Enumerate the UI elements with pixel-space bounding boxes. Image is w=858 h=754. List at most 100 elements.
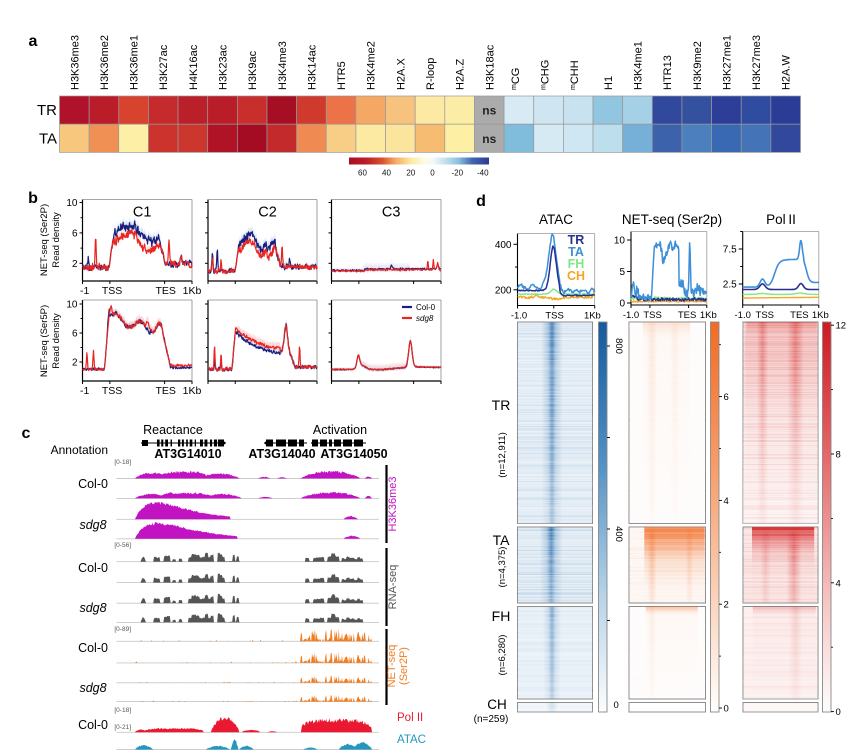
svg-text:(Ser2P): (Ser2P)	[398, 647, 410, 685]
svg-text:TSS: TSS	[756, 310, 774, 321]
svg-text:TES: TES	[678, 310, 696, 321]
svg-text:10: 10	[614, 236, 626, 247]
svg-text:H3K36me2: H3K36me2	[99, 35, 111, 90]
svg-text:2: 2	[724, 600, 729, 611]
svg-text:C1: C1	[133, 205, 152, 221]
svg-text:4: 4	[724, 496, 729, 507]
svg-text:400: 400	[495, 240, 512, 251]
svg-text:0: 0	[619, 299, 625, 310]
svg-text:200: 200	[495, 285, 512, 296]
svg-text:(n=6,280): (n=6,280)	[497, 635, 508, 676]
svg-text:H3K14ac: H3K14ac	[306, 44, 318, 90]
svg-text:40: 40	[382, 169, 391, 178]
svg-text:H3K36me1: H3K36me1	[129, 35, 141, 90]
svg-text:Col-0: Col-0	[78, 477, 108, 491]
svg-text:1Kb: 1Kb	[183, 285, 202, 297]
svg-text:AT3G14040: AT3G14040	[248, 447, 315, 461]
svg-text:sdg8: sdg8	[79, 681, 106, 695]
svg-text:H4K16ac: H4K16ac	[188, 44, 200, 90]
svg-text:-40: -40	[477, 169, 489, 178]
svg-text:TES: TES	[790, 310, 808, 321]
svg-text:Activation: Activation	[313, 423, 367, 437]
svg-text:TSS: TSS	[102, 385, 122, 397]
svg-text:Pol II: Pol II	[766, 212, 796, 227]
svg-text:0: 0	[836, 707, 841, 718]
svg-text:ATAC: ATAC	[397, 734, 426, 746]
svg-text:H3K4me2: H3K4me2	[366, 41, 378, 90]
svg-text:H2A.Z: H2A.Z	[455, 59, 467, 90]
svg-text:TR: TR	[492, 397, 511, 413]
svg-text:ATAC: ATAC	[539, 212, 573, 227]
svg-text:[0-21]: [0-21]	[114, 724, 131, 731]
svg-text:60: 60	[358, 169, 367, 178]
svg-text:1Kb: 1Kb	[700, 310, 717, 321]
svg-text:-1: -1	[80, 285, 89, 297]
svg-text:1Kb: 1Kb	[584, 311, 601, 322]
svg-text:(n=12,911): (n=12,911)	[497, 432, 508, 478]
svg-text:c: c	[22, 425, 31, 442]
svg-text:FH: FH	[492, 608, 511, 624]
svg-text:ns: ns	[482, 104, 496, 118]
svg-text:mCG: mCG	[510, 68, 522, 90]
svg-text:TES: TES	[155, 385, 175, 397]
svg-text:TES: TES	[155, 285, 175, 297]
svg-text:[0-56]: [0-56]	[114, 542, 131, 549]
svg-text:NET-seq: NET-seq	[386, 645, 398, 688]
svg-text:(n=4,375): (n=4,375)	[497, 547, 508, 588]
svg-text:H2A.W: H2A.W	[781, 55, 793, 90]
svg-text:a: a	[29, 33, 38, 50]
svg-text:H3K23ac: H3K23ac	[218, 44, 230, 90]
svg-text:5: 5	[619, 267, 625, 278]
svg-text:NET-seq (Ser2P): NET-seq (Ser2P)	[39, 204, 50, 276]
svg-text:R-loop: R-loop	[425, 58, 437, 90]
svg-text:NET-seq (Ser5P): NET-seq (Ser5P)	[39, 305, 50, 377]
svg-text:12: 12	[836, 321, 847, 332]
svg-text:4: 4	[836, 578, 841, 589]
svg-text:10: 10	[66, 198, 78, 209]
svg-text:Pol II: Pol II	[397, 712, 423, 724]
svg-text:Col-0: Col-0	[78, 641, 108, 655]
svg-text:H3K36me3: H3K36me3	[69, 35, 81, 90]
svg-text:1Kb: 1Kb	[183, 385, 202, 397]
svg-text:Col-0: Col-0	[78, 561, 108, 575]
svg-text:Annotation: Annotation	[51, 443, 108, 457]
svg-text:Read density: Read density	[51, 212, 62, 268]
svg-text:Col-0: Col-0	[416, 303, 436, 312]
svg-text:0: 0	[430, 169, 435, 178]
svg-text:-1.0: -1.0	[735, 310, 751, 321]
svg-text:2: 2	[72, 358, 78, 369]
svg-text:FH: FH	[568, 257, 585, 271]
svg-text:800: 800	[613, 338, 624, 354]
svg-text:Read density: Read density	[51, 313, 62, 369]
svg-text:-1.0: -1.0	[511, 311, 527, 322]
svg-text:400: 400	[613, 526, 624, 542]
svg-text:C2: C2	[258, 205, 277, 221]
svg-text:6: 6	[72, 228, 78, 239]
svg-text:NET-seq (Ser2p): NET-seq (Ser2p)	[622, 212, 722, 227]
svg-text:AT3G14010: AT3G14010	[154, 447, 221, 461]
svg-text:[0-18]: [0-18]	[114, 459, 131, 466]
svg-text:H3K4me1: H3K4me1	[633, 41, 645, 90]
svg-text:[0-18]: [0-18]	[114, 707, 131, 714]
svg-text:mCHG: mCHG	[540, 60, 552, 90]
svg-text:6: 6	[72, 329, 78, 340]
svg-text:-20: -20	[452, 169, 464, 178]
svg-text:TSS: TSS	[545, 311, 563, 322]
svg-text:H2A.X: H2A.X	[395, 58, 407, 90]
svg-text:-1: -1	[80, 385, 89, 397]
svg-text:TR: TR	[568, 233, 585, 247]
svg-text:20: 20	[406, 169, 415, 178]
svg-text:TA: TA	[493, 532, 511, 548]
svg-text:RNA-seq: RNA-seq	[387, 565, 399, 610]
svg-text:H3K27ac: H3K27ac	[158, 44, 170, 90]
svg-text:CH: CH	[487, 697, 507, 712]
svg-text:10: 10	[66, 300, 78, 311]
svg-text:H3K27me3: H3K27me3	[751, 35, 763, 90]
svg-text:sdg8: sdg8	[416, 314, 434, 323]
svg-text:H3K4me3: H3K4me3	[277, 41, 289, 90]
svg-text:d: d	[476, 193, 486, 210]
svg-text:b: b	[28, 190, 38, 207]
svg-text:H3K18ac: H3K18ac	[484, 44, 496, 90]
svg-text:0: 0	[724, 704, 729, 715]
svg-text:sdg8: sdg8	[79, 601, 106, 615]
